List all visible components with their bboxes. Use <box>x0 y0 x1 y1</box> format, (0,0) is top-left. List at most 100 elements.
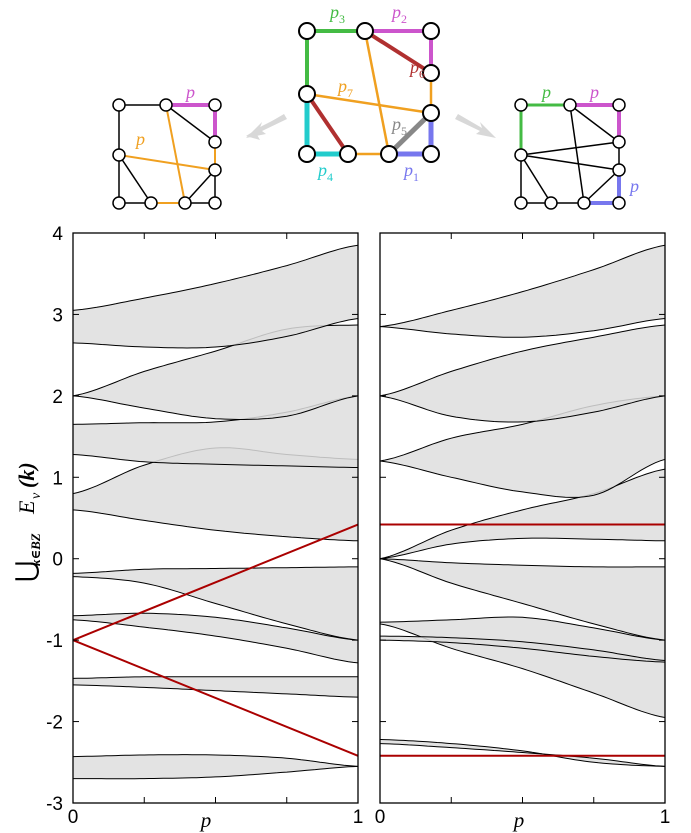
left-band-5-lower-edge <box>73 454 358 468</box>
node <box>577 196 591 210</box>
left-band-7-upper-edge <box>73 244 358 311</box>
node <box>208 196 222 210</box>
node <box>612 98 626 112</box>
right-band-7-upper-edge <box>380 244 665 328</box>
edge-p6-lower <box>305 92 350 156</box>
node <box>380 145 398 163</box>
right-label-magenta: p <box>588 82 599 102</box>
left-band-1 <box>73 676 358 698</box>
left-band-2-lower-edge <box>73 619 358 664</box>
center-label-p7: p7 <box>336 76 353 100</box>
node <box>208 98 222 112</box>
right-band-0 <box>380 739 665 767</box>
left-band-4 <box>73 447 358 541</box>
y-axis-label: ⋃ k∈BZ E ν (k) <box>11 462 44 582</box>
left-band-7 <box>73 245 358 348</box>
node <box>514 148 528 162</box>
edge <box>520 154 620 171</box>
left-y-tick-label: -2 <box>46 713 63 734</box>
right-label-green: p <box>540 82 551 102</box>
left-x-axis-label: p <box>199 808 212 832</box>
y-axis-label-union: ⋃ <box>11 561 41 582</box>
center-label-p2: p2 <box>390 2 407 26</box>
node <box>298 145 316 163</box>
node <box>208 163 222 177</box>
node <box>422 22 440 40</box>
left-y-tick-label: 0 <box>52 550 63 571</box>
right-band-0-upper-edge <box>380 739 665 767</box>
left-panel: 0 1 -3 -2 -1 0 1 2 3 4 <box>46 224 363 828</box>
node <box>514 196 528 210</box>
right-band-3-upper-edge <box>380 558 665 568</box>
node <box>544 196 558 210</box>
left-label-magenta: p <box>184 82 195 102</box>
left-y-tick-label: 1 <box>52 468 63 489</box>
left-y-tick-label: -3 <box>46 794 63 815</box>
right-band-5 <box>380 395 665 498</box>
node <box>298 85 316 103</box>
right-band-4 <box>380 469 665 559</box>
right-x-tick-label: 0 <box>375 807 386 828</box>
node <box>612 135 626 149</box>
right-band-7 <box>380 245 665 338</box>
node <box>112 98 126 112</box>
left-band-1-lower-edge <box>73 684 358 698</box>
left-band-7-lower-edge <box>73 318 358 349</box>
left-x-tick-label: 0 <box>68 807 79 828</box>
right-band-3 <box>380 558 665 641</box>
left-flat-band-line-1 <box>73 639 358 757</box>
node <box>112 148 126 162</box>
left-band-6 <box>73 325 358 420</box>
node <box>298 22 316 40</box>
edge <box>569 104 620 143</box>
right-band-7-lower-edge <box>380 318 665 338</box>
y-axis-label-subscript: k∈BZ <box>28 533 43 566</box>
right-arrow-shape <box>455 114 496 138</box>
y-axis-label-nu: ν <box>29 492 44 499</box>
right-band-2-upper-edge <box>380 635 665 661</box>
center-label-p5: p5 <box>390 114 407 138</box>
right-label-blue: p <box>628 176 639 196</box>
left-y-tick-label: 4 <box>52 224 63 245</box>
right-band-0-lower-edge <box>380 743 665 767</box>
left-flat-band-line-0 <box>73 523 358 642</box>
left-y-tick-label: 2 <box>52 387 63 408</box>
left-band-1-upper-edge <box>73 676 358 679</box>
right-lattice-diagram: p p p <box>514 82 639 210</box>
node <box>144 196 158 210</box>
edge <box>520 154 552 204</box>
edge <box>118 154 152 204</box>
node <box>422 145 440 163</box>
right-band-1 <box>380 617 665 718</box>
left-band-6-lower-edge <box>73 395 358 420</box>
center-label-p1: p1 <box>402 160 419 184</box>
right-band-6-lower-edge <box>380 395 665 423</box>
left-lattice-diagram: p p <box>112 82 222 210</box>
node <box>178 196 192 210</box>
right-band-2-lower-edge <box>380 639 665 663</box>
right-x-axis-label: p <box>512 808 525 832</box>
y-axis-label-E: E <box>14 500 39 515</box>
left-band-0 <box>73 754 358 779</box>
edge-p-orange <box>165 104 186 204</box>
left-band-3-lower-edge <box>73 576 358 641</box>
edge-p7-long <box>363 30 391 155</box>
node <box>422 104 440 122</box>
left-band-0-lower-edge <box>73 765 358 780</box>
node <box>563 98 577 112</box>
node <box>612 163 626 177</box>
node <box>514 98 528 112</box>
right-band-1-upper-edge <box>380 616 665 641</box>
lattice-diagrams: p3 p2 p6 p7 p5 p4 p1 <box>112 2 639 210</box>
edge-p6 <box>363 29 433 75</box>
node <box>112 196 126 210</box>
right-band-2 <box>380 636 665 663</box>
left-arrow-shape <box>246 114 287 138</box>
node <box>159 98 173 112</box>
left-band-0-upper-edge <box>73 754 358 767</box>
edge <box>184 169 216 204</box>
right-band-6 <box>380 325 665 422</box>
node <box>356 22 374 40</box>
